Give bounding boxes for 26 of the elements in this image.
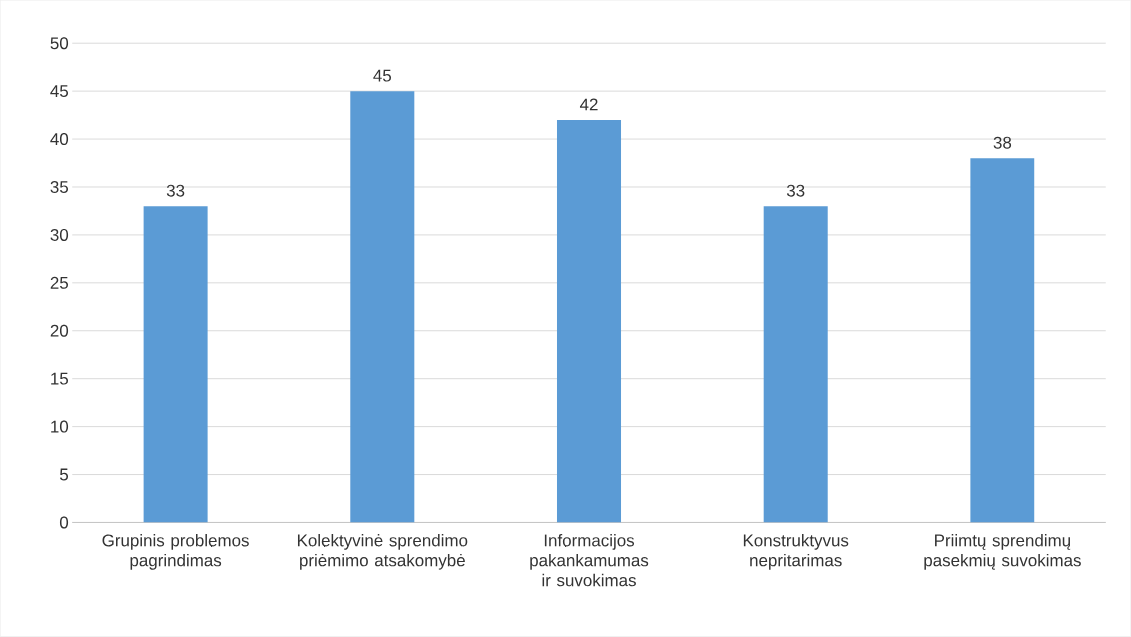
data-label: 33 — [166, 184, 185, 197]
data-label: 45 — [373, 69, 392, 82]
x-tick-label: Kolektyvinė sprendimo priėmimo atsakomybė — [297, 534, 468, 570]
bar — [350, 91, 415, 523]
y-tick-label: 10 — [51, 420, 69, 433]
bar — [763, 206, 828, 523]
y-tick-label: 30 — [50, 229, 69, 242]
y-tick-label: 5 — [59, 468, 69, 481]
y-tick-label: 45 — [50, 85, 69, 98]
y-tick-label: 20 — [50, 324, 69, 337]
bar — [970, 158, 1035, 523]
y-tick-label: 25 — [50, 276, 69, 289]
data-label: 42 — [579, 98, 598, 111]
x-tick-label: Priimtų sprendimų pasekmių suvokimas — [924, 534, 1081, 570]
bar — [556, 120, 622, 523]
data-label: 33 — [786, 184, 805, 197]
y-tick-label: 15 — [51, 372, 69, 385]
y-tick-label: 40 — [50, 133, 69, 146]
y-tick-label: 50 — [50, 37, 69, 50]
bar — [143, 206, 208, 523]
data-label: 38 — [993, 136, 1012, 149]
x-tick-label: Konstruktyvus nepritarimas — [743, 534, 849, 570]
x-tick-label: Grupinis problemos pagrindimas — [102, 534, 249, 570]
y-tick-label: 35 — [50, 181, 69, 194]
y-tick-label: 0 — [59, 516, 69, 529]
x-tick-label: Informacijos pakankamumas ir suvokimas — [530, 534, 649, 587]
